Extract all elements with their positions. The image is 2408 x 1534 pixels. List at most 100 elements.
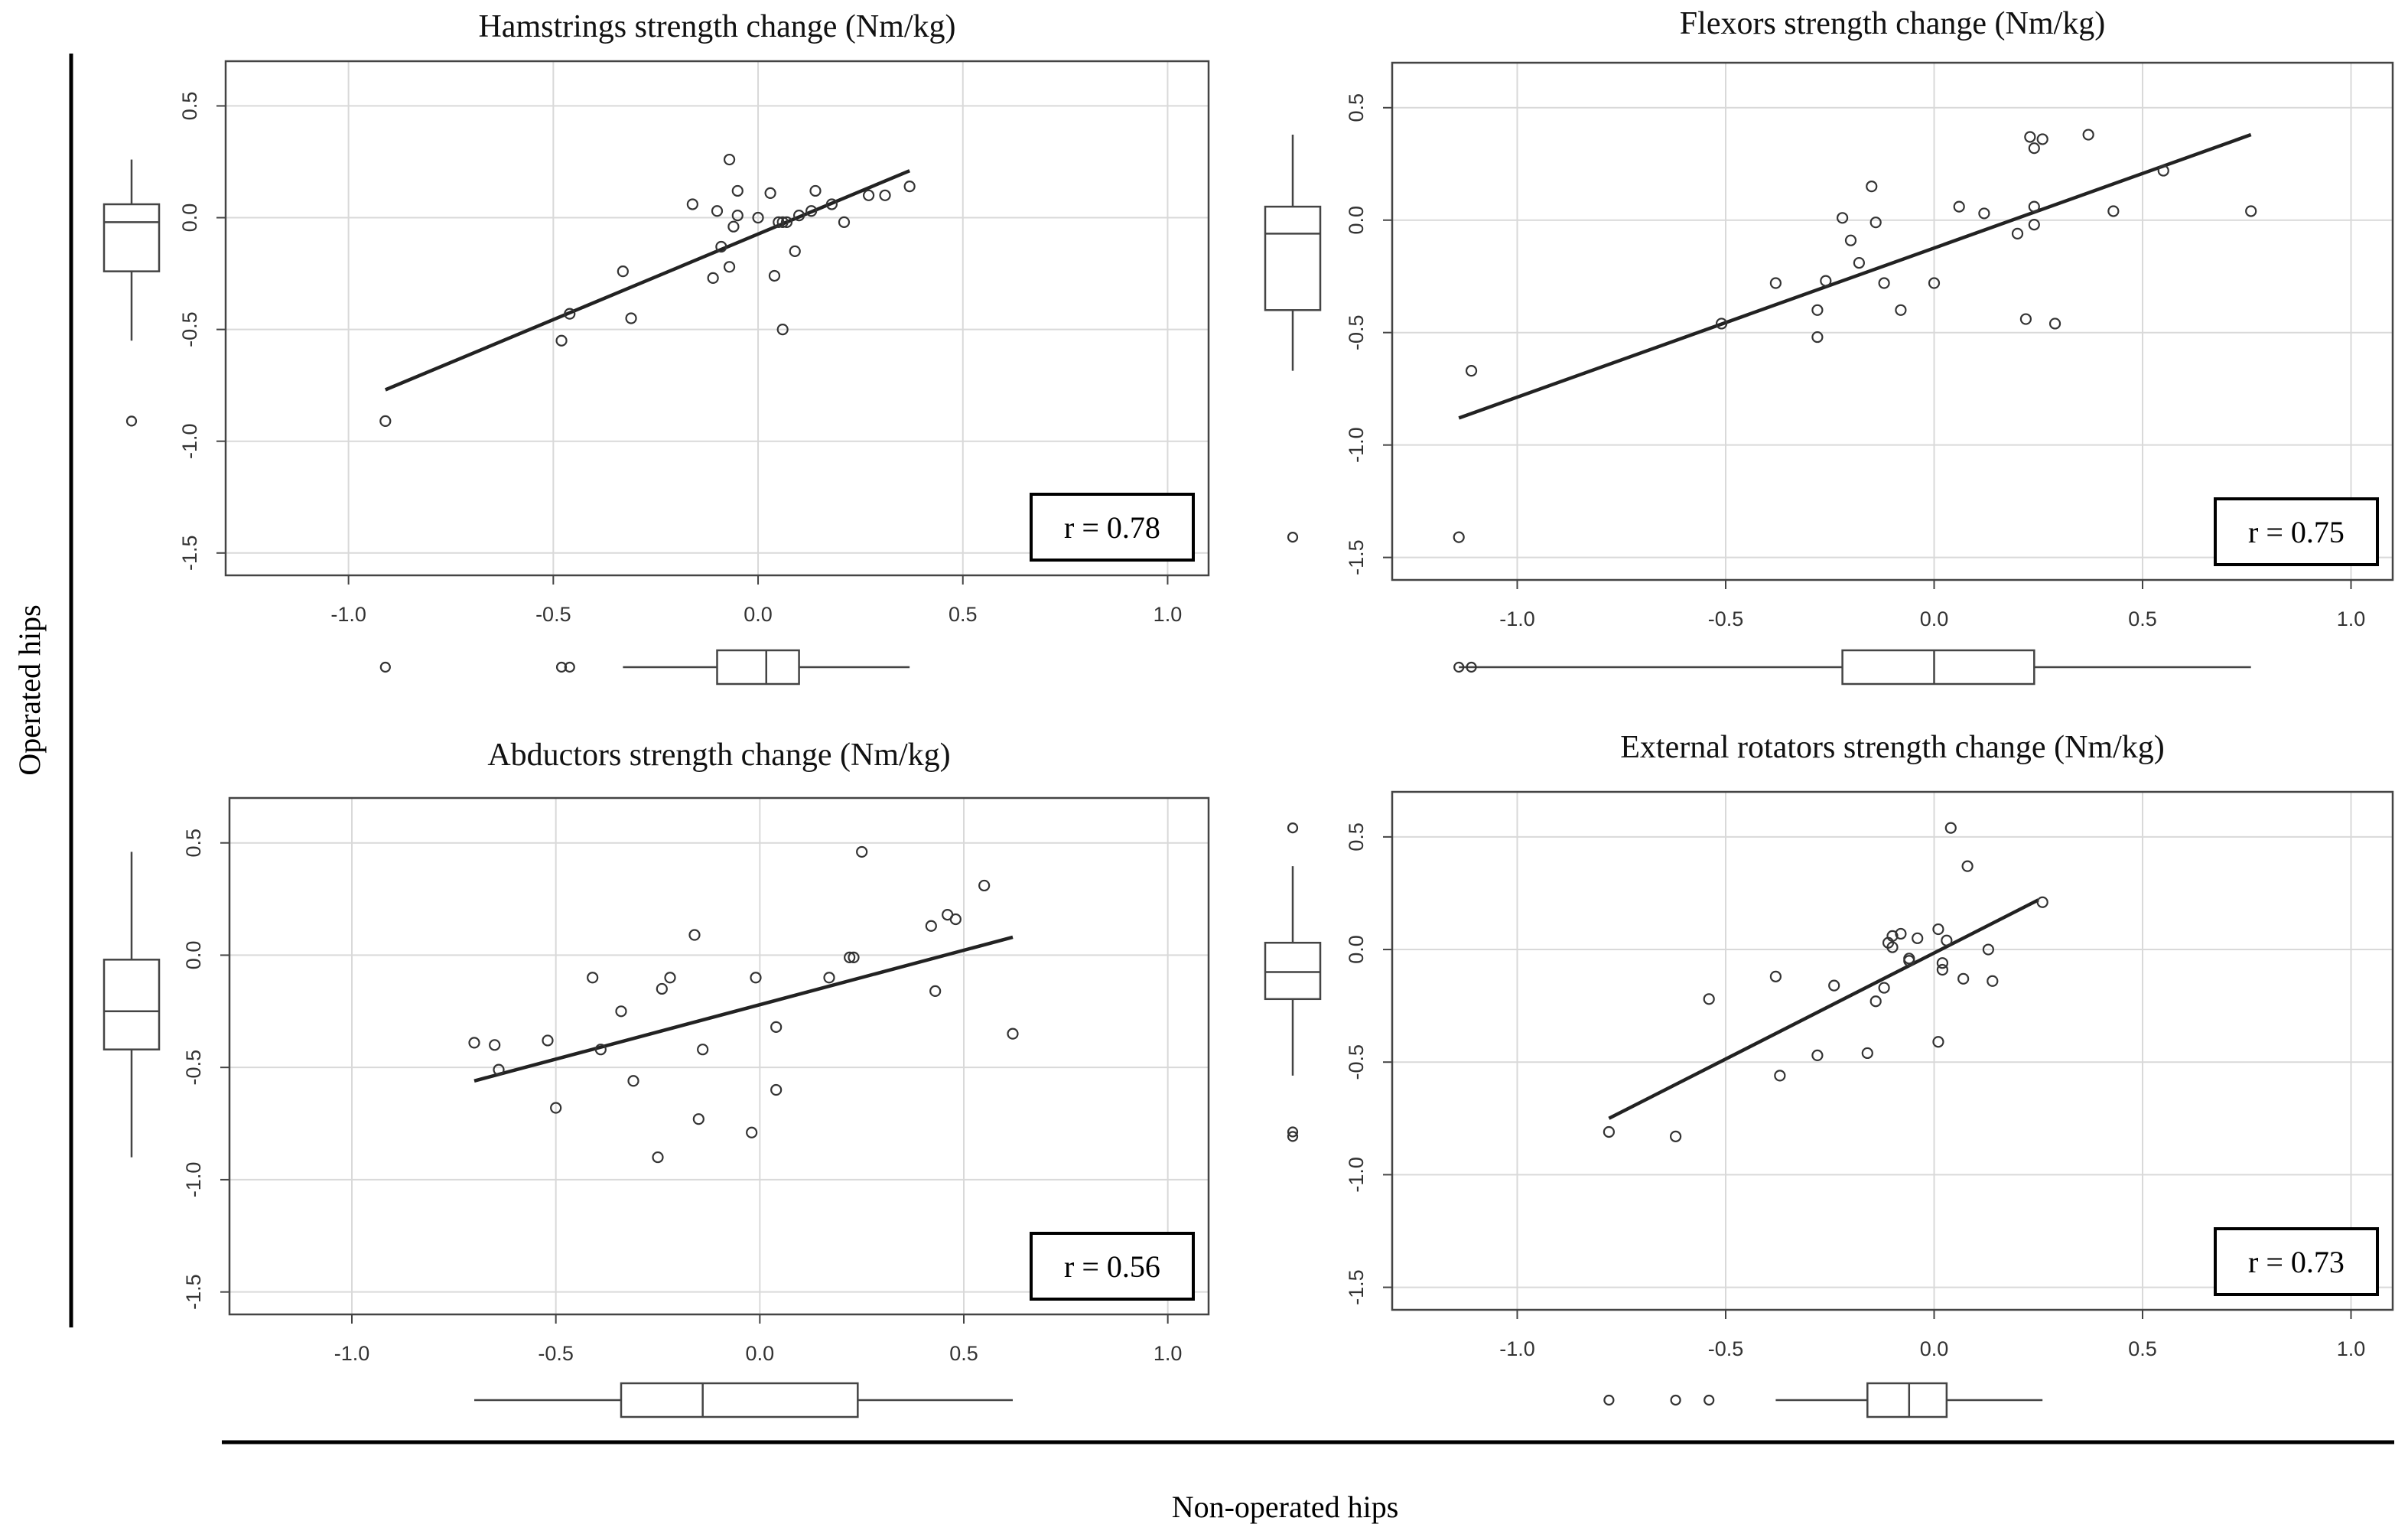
data-point	[2024, 131, 2036, 143]
data-point	[1886, 930, 1899, 942]
correlation-label: r = 0.56	[1064, 1249, 1160, 1284]
x-boxplot-outlier	[1466, 661, 1477, 673]
x-boxplot-box	[1841, 649, 2035, 686]
data-point	[1007, 1028, 1019, 1040]
data-point	[1932, 1036, 1944, 1048]
data-point	[1961, 860, 1974, 872]
y-tick-label: -0.5	[182, 1050, 205, 1086]
data-point	[587, 972, 599, 984]
data-point	[617, 265, 629, 278]
plot-frame	[228, 796, 1210, 1316]
data-point	[697, 1044, 709, 1056]
y-tick-label: -0.5	[1345, 1044, 1368, 1080]
data-point	[2157, 164, 2169, 177]
data-point	[2028, 219, 2040, 231]
data-point	[688, 929, 701, 941]
y-boxplot-outlier	[125, 415, 138, 427]
y-tick-label: -1.0	[178, 423, 201, 459]
data-point	[823, 972, 835, 984]
data-point	[664, 972, 676, 984]
correlation-label: r = 0.75	[2248, 515, 2345, 549]
y-tick-label: -1.5	[182, 1274, 205, 1310]
data-point	[776, 216, 789, 228]
y-tick-label: 0.5	[182, 829, 205, 858]
y-tick-label: -1.5	[178, 536, 201, 572]
data-point	[731, 184, 744, 197]
y-tick-label: 0.5	[178, 92, 201, 121]
regression-line	[473, 935, 1014, 1083]
data-point	[805, 205, 818, 217]
data-point	[1811, 1049, 1824, 1061]
data-point	[1866, 181, 1878, 193]
data-point	[750, 972, 762, 984]
data-point	[776, 324, 789, 336]
panel-external-rotators: External rotators strength change (Nm/kg…	[1264, 730, 2394, 1418]
data-point	[1769, 277, 1782, 289]
y-boxplot-outlier	[1287, 1131, 1299, 1142]
data-point	[1453, 531, 1465, 543]
data-point	[652, 1151, 664, 1164]
chart-title: External rotators strength change (Nm/kg…	[1620, 730, 2164, 765]
data-point	[1936, 957, 1948, 969]
data-point	[493, 1063, 505, 1076]
y-tick-label: -0.5	[1345, 314, 1368, 350]
x-boxplot-box	[620, 1382, 859, 1418]
data-point	[1878, 277, 1890, 289]
data-point	[978, 879, 991, 892]
data-point	[625, 312, 637, 324]
x-boxplot-outlier	[564, 661, 575, 673]
x-tick-label: -1.0	[1499, 1337, 1535, 1360]
data-point	[727, 220, 740, 233]
data-point	[1603, 1125, 1615, 1138]
plot-frame	[224, 60, 1210, 577]
data-point	[770, 1083, 783, 1096]
x-tick-label: 0.0	[746, 1342, 775, 1365]
data-point	[2048, 318, 2061, 330]
x-tick-label: 1.0	[1154, 1342, 1183, 1365]
data-point	[1944, 822, 1957, 834]
data-point	[773, 216, 785, 228]
data-point	[550, 1102, 562, 1114]
chart-title: Flexors strength change (Nm/kg)	[1680, 6, 2105, 41]
x-tick-label: 0.0	[1920, 607, 1949, 630]
data-point	[627, 1075, 639, 1087]
data-point	[1982, 943, 1994, 956]
y-tick-label: 0.0	[182, 941, 205, 970]
y-tick-label: 0.5	[1345, 822, 1368, 852]
data-point	[542, 1034, 554, 1047]
correlation-box	[2214, 1227, 2379, 1296]
data-point	[707, 272, 719, 285]
data-point	[1861, 1047, 1873, 1060]
data-point	[731, 210, 744, 222]
data-point	[1957, 972, 1970, 985]
regression-line	[1608, 898, 2039, 1120]
x-boxplot-outlier	[555, 661, 568, 673]
correlation-box	[2214, 497, 2379, 566]
data-point	[2028, 200, 2040, 213]
data-point	[2011, 227, 2024, 239]
data-point	[1715, 318, 1728, 330]
y-boxplot-outlier	[1287, 532, 1299, 543]
y-boxplot-outlier	[1287, 1126, 1299, 1138]
plot-frame	[1391, 790, 2394, 1311]
x-tick-label: -1.0	[330, 603, 366, 626]
data-point	[1820, 275, 1832, 287]
y-tick-label: 0.0	[1345, 935, 1368, 964]
data-point	[1774, 1070, 1786, 1082]
data-point	[780, 216, 793, 228]
data-point	[1811, 331, 1824, 344]
data-point	[848, 951, 860, 963]
y-tick-label: 0.0	[178, 204, 201, 233]
y-tick-label: -1.0	[182, 1162, 205, 1198]
data-point	[1837, 212, 1849, 224]
data-point	[2019, 313, 2032, 325]
regression-line	[384, 169, 911, 392]
x-boxplot-outlier	[1603, 1394, 1615, 1406]
data-point	[1465, 365, 1478, 377]
data-point	[929, 985, 942, 997]
data-point	[825, 198, 838, 210]
data-point	[746, 1126, 758, 1138]
data-point	[903, 181, 916, 193]
